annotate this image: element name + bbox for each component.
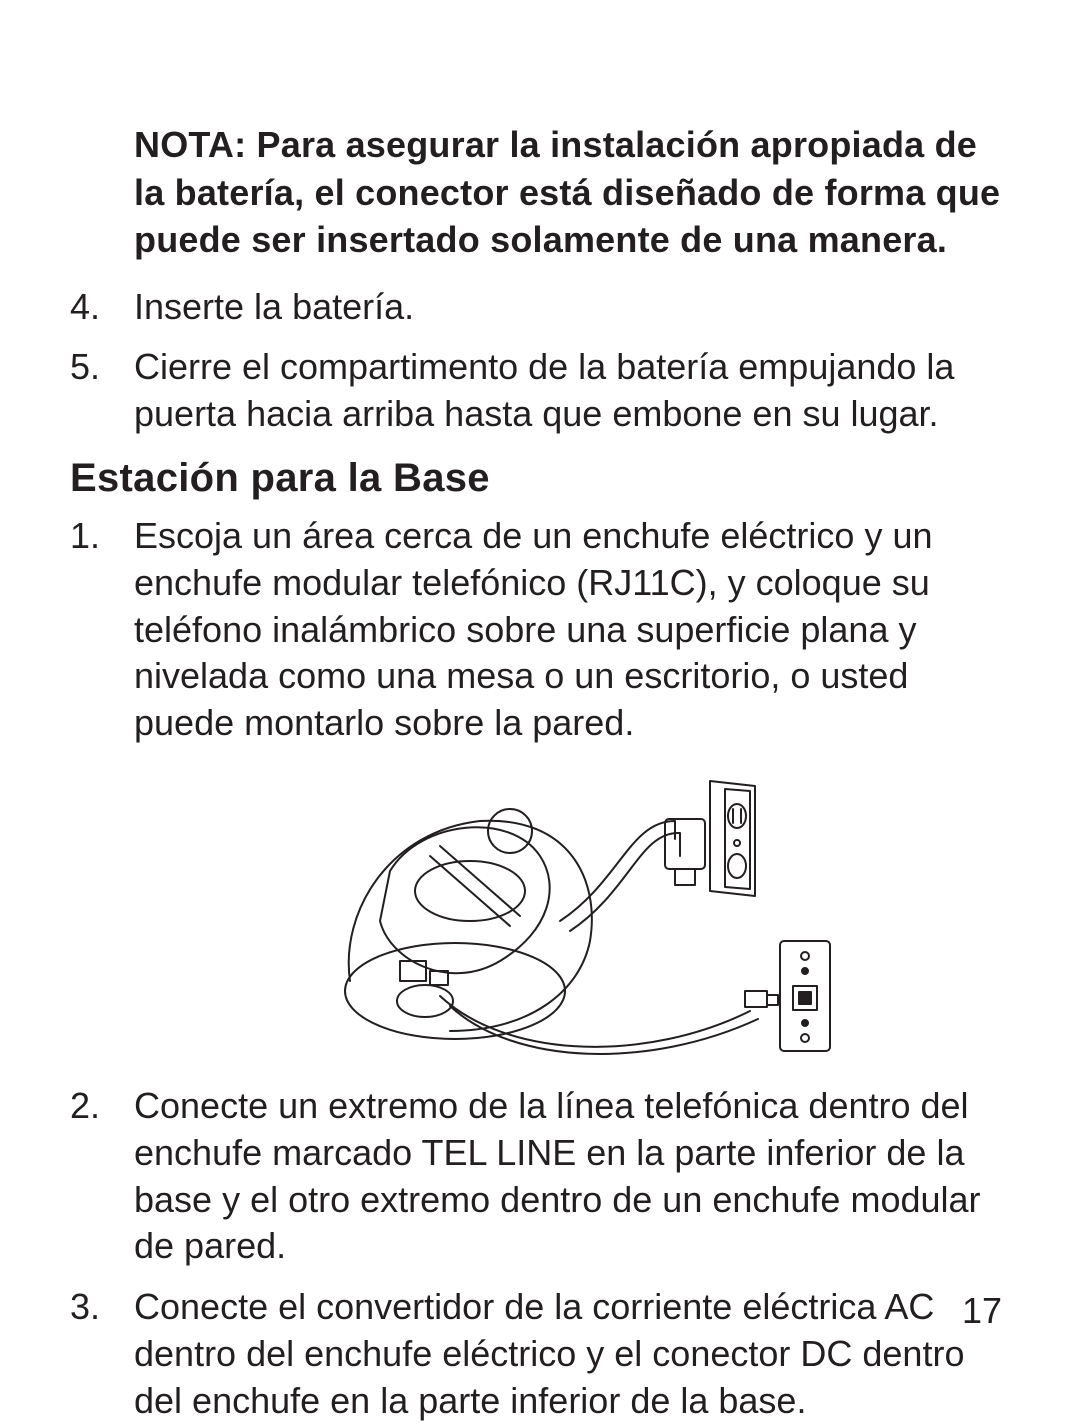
note-paragraph: NOTA: Para asegurar la instalación aprop… [134, 121, 1010, 264]
list-item: 1. Escoja un área cerca de un enchufe el… [70, 513, 1010, 747]
list-item: 2. Conecte un extremo de la línea telefó… [70, 1083, 1010, 1270]
base-station-steps-list-cont: 2. Conecte un extremo de la línea telefó… [70, 1083, 1010, 1425]
list-text: Inserte la batería. [134, 284, 1010, 331]
manual-page: NOTA: Para asegurar la instalación aprop… [0, 0, 1080, 1374]
base-station-diagram [280, 761, 840, 1071]
list-item: 4. Inserte la batería. [70, 284, 1010, 331]
list-number: 2. [70, 1083, 134, 1130]
list-number: 1. [70, 513, 134, 560]
list-item: 3. Conecte el convertidor de la corrient… [70, 1284, 1010, 1424]
list-item: 5. Cierre el compartimento de la batería… [70, 344, 1010, 438]
list-text: Escoja un área cerca de un enchufe eléct… [134, 513, 1010, 747]
battery-steps-list: 4. Inserte la batería. 5. Cierre el comp… [70, 284, 1010, 438]
base-station-steps-list: 1. Escoja un área cerca de un enchufe el… [70, 513, 1010, 747]
list-number: 3. [70, 1284, 134, 1331]
list-text: Conecte un extremo de la línea telefónic… [134, 1083, 1010, 1270]
list-number: 4. [70, 284, 134, 331]
list-text: Cierre el compartimento de la batería em… [134, 344, 1010, 438]
section-heading: Estación para la Base [70, 456, 1010, 501]
list-text: Conecte el convertidor de la corriente e… [134, 1284, 1010, 1424]
list-number: 5. [70, 344, 134, 391]
page-number: 17 [962, 1290, 1002, 1332]
